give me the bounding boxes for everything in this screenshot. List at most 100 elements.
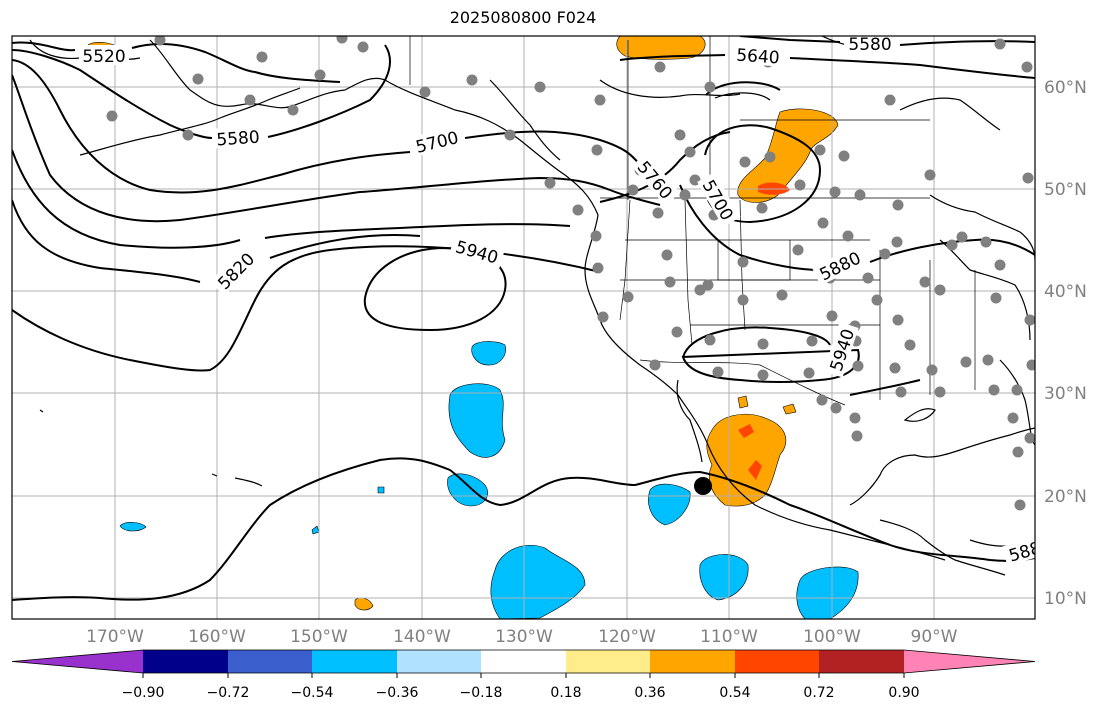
station-dot (357, 41, 369, 53)
station-dot (314, 69, 326, 81)
station-dot (1021, 61, 1033, 73)
station-dot (794, 179, 806, 191)
lon-tick-label: 150°W (290, 627, 348, 647)
station-dot (591, 144, 603, 156)
station-dot (803, 367, 815, 379)
storm-center-marker (694, 477, 712, 495)
station-dot (757, 338, 769, 350)
station-dot (895, 386, 907, 398)
station-dot (192, 73, 204, 85)
station-dot (1007, 412, 1019, 424)
station-dot (806, 335, 818, 347)
station-dot (764, 151, 776, 163)
station-dot (702, 279, 714, 291)
colorbar-tick-label: 0.90 (888, 685, 919, 701)
station-dot (737, 294, 749, 306)
colorbar-tick-label: 0.54 (719, 685, 750, 701)
colorbar-extend-low (12, 650, 143, 673)
station-dot (854, 189, 866, 201)
station-dot (830, 402, 842, 414)
colorbar-segment (228, 650, 312, 673)
station-dot (1022, 172, 1034, 184)
station-dot (792, 244, 804, 256)
station-dot (244, 94, 256, 106)
colorbar-segment (735, 650, 819, 673)
contour-label: 5580 (848, 35, 891, 55)
colorbar-tick-labels: −0.90 −0.72 −0.54 −0.36 −0.18 0.18 0.36 … (122, 685, 920, 701)
political-borders (409, 36, 976, 406)
station-dot (649, 359, 661, 371)
station-dot (994, 259, 1006, 271)
station-dot (889, 362, 901, 374)
station-dot (684, 146, 696, 158)
colorbar-tick-label: 0.72 (803, 685, 834, 701)
station-dot (816, 394, 828, 406)
lon-tick-label: 100°W (803, 627, 861, 647)
station-dot (572, 204, 584, 216)
station-dot (988, 384, 1000, 396)
station-dot (879, 248, 891, 260)
lon-tick-label: 110°W (700, 627, 758, 647)
latitude-axis: 60°N 50°N 40°N 30°N 20°N 10°N (1044, 78, 1087, 609)
contour-label: 5640 (736, 46, 781, 69)
station-dot (926, 364, 938, 376)
station-dot (1024, 432, 1035, 444)
station-dot (590, 230, 602, 242)
station-dot (671, 326, 683, 338)
lat-tick-label: 30°N (1044, 384, 1087, 404)
colorbar-segment (566, 650, 650, 673)
station-dot (934, 284, 946, 296)
station-dot (842, 230, 854, 242)
station-dot (737, 256, 749, 268)
station-dot (694, 284, 706, 296)
station-dot (704, 334, 716, 346)
colorbar-tick-label: −0.18 (460, 685, 503, 701)
station-dot (622, 291, 634, 303)
colorbar-extend-high (904, 650, 1035, 673)
lon-tick-label: 120°W (598, 627, 656, 647)
lat-tick-label: 10°N (1044, 589, 1087, 609)
station-dot (851, 430, 863, 442)
station-dot (849, 412, 861, 424)
colorbar-tick-label: −0.90 (122, 685, 165, 701)
station-dot (814, 144, 826, 156)
station-dot (704, 81, 716, 93)
station-dot (862, 272, 874, 284)
colorbar-tick-label: −0.72 (207, 685, 250, 701)
contour-label: 5520 (82, 47, 125, 67)
longitude-axis: 170°W 160°W 150°W 140°W 130°W 120°W 110°… (86, 627, 958, 647)
station-dot (597, 311, 609, 323)
lat-tick-label: 40°N (1044, 282, 1087, 302)
station-dot (826, 310, 838, 322)
station-dot (594, 94, 606, 106)
station-dot (419, 86, 431, 98)
station-dot (1014, 499, 1026, 511)
lon-tick-label: 160°W (188, 627, 246, 647)
positive-anomaly-regions (86, 36, 839, 611)
lat-tick-label: 20°N (1044, 487, 1087, 507)
station-dot (336, 36, 348, 44)
negative-anomaly-regions (119, 341, 859, 619)
colorbar (11, 649, 1036, 678)
station-dot (739, 156, 751, 168)
station-dot (904, 339, 916, 351)
station-dot (817, 217, 829, 229)
station-dot (287, 104, 299, 116)
colorbar-tick-label: −0.54 (291, 685, 334, 701)
map-frame (11, 35, 1036, 620)
coastlines (29, 36, 1035, 576)
station-dot (980, 236, 992, 248)
station-dot (829, 186, 841, 198)
colorbar-tick-label: −0.36 (376, 685, 419, 701)
station-dot (960, 356, 972, 368)
station-dot (1026, 359, 1035, 371)
station-dot (256, 51, 268, 63)
station-dot (106, 110, 118, 122)
map-plot-area: 5520 5580 5580 5640 5700 5700 5760 5820 … (12, 35, 1035, 619)
colorbar-tick-label: 0.18 (550, 685, 581, 701)
station-dot (756, 202, 768, 214)
colorbar-segment (397, 650, 481, 673)
station-dot (664, 276, 676, 288)
station-dot (592, 262, 604, 274)
